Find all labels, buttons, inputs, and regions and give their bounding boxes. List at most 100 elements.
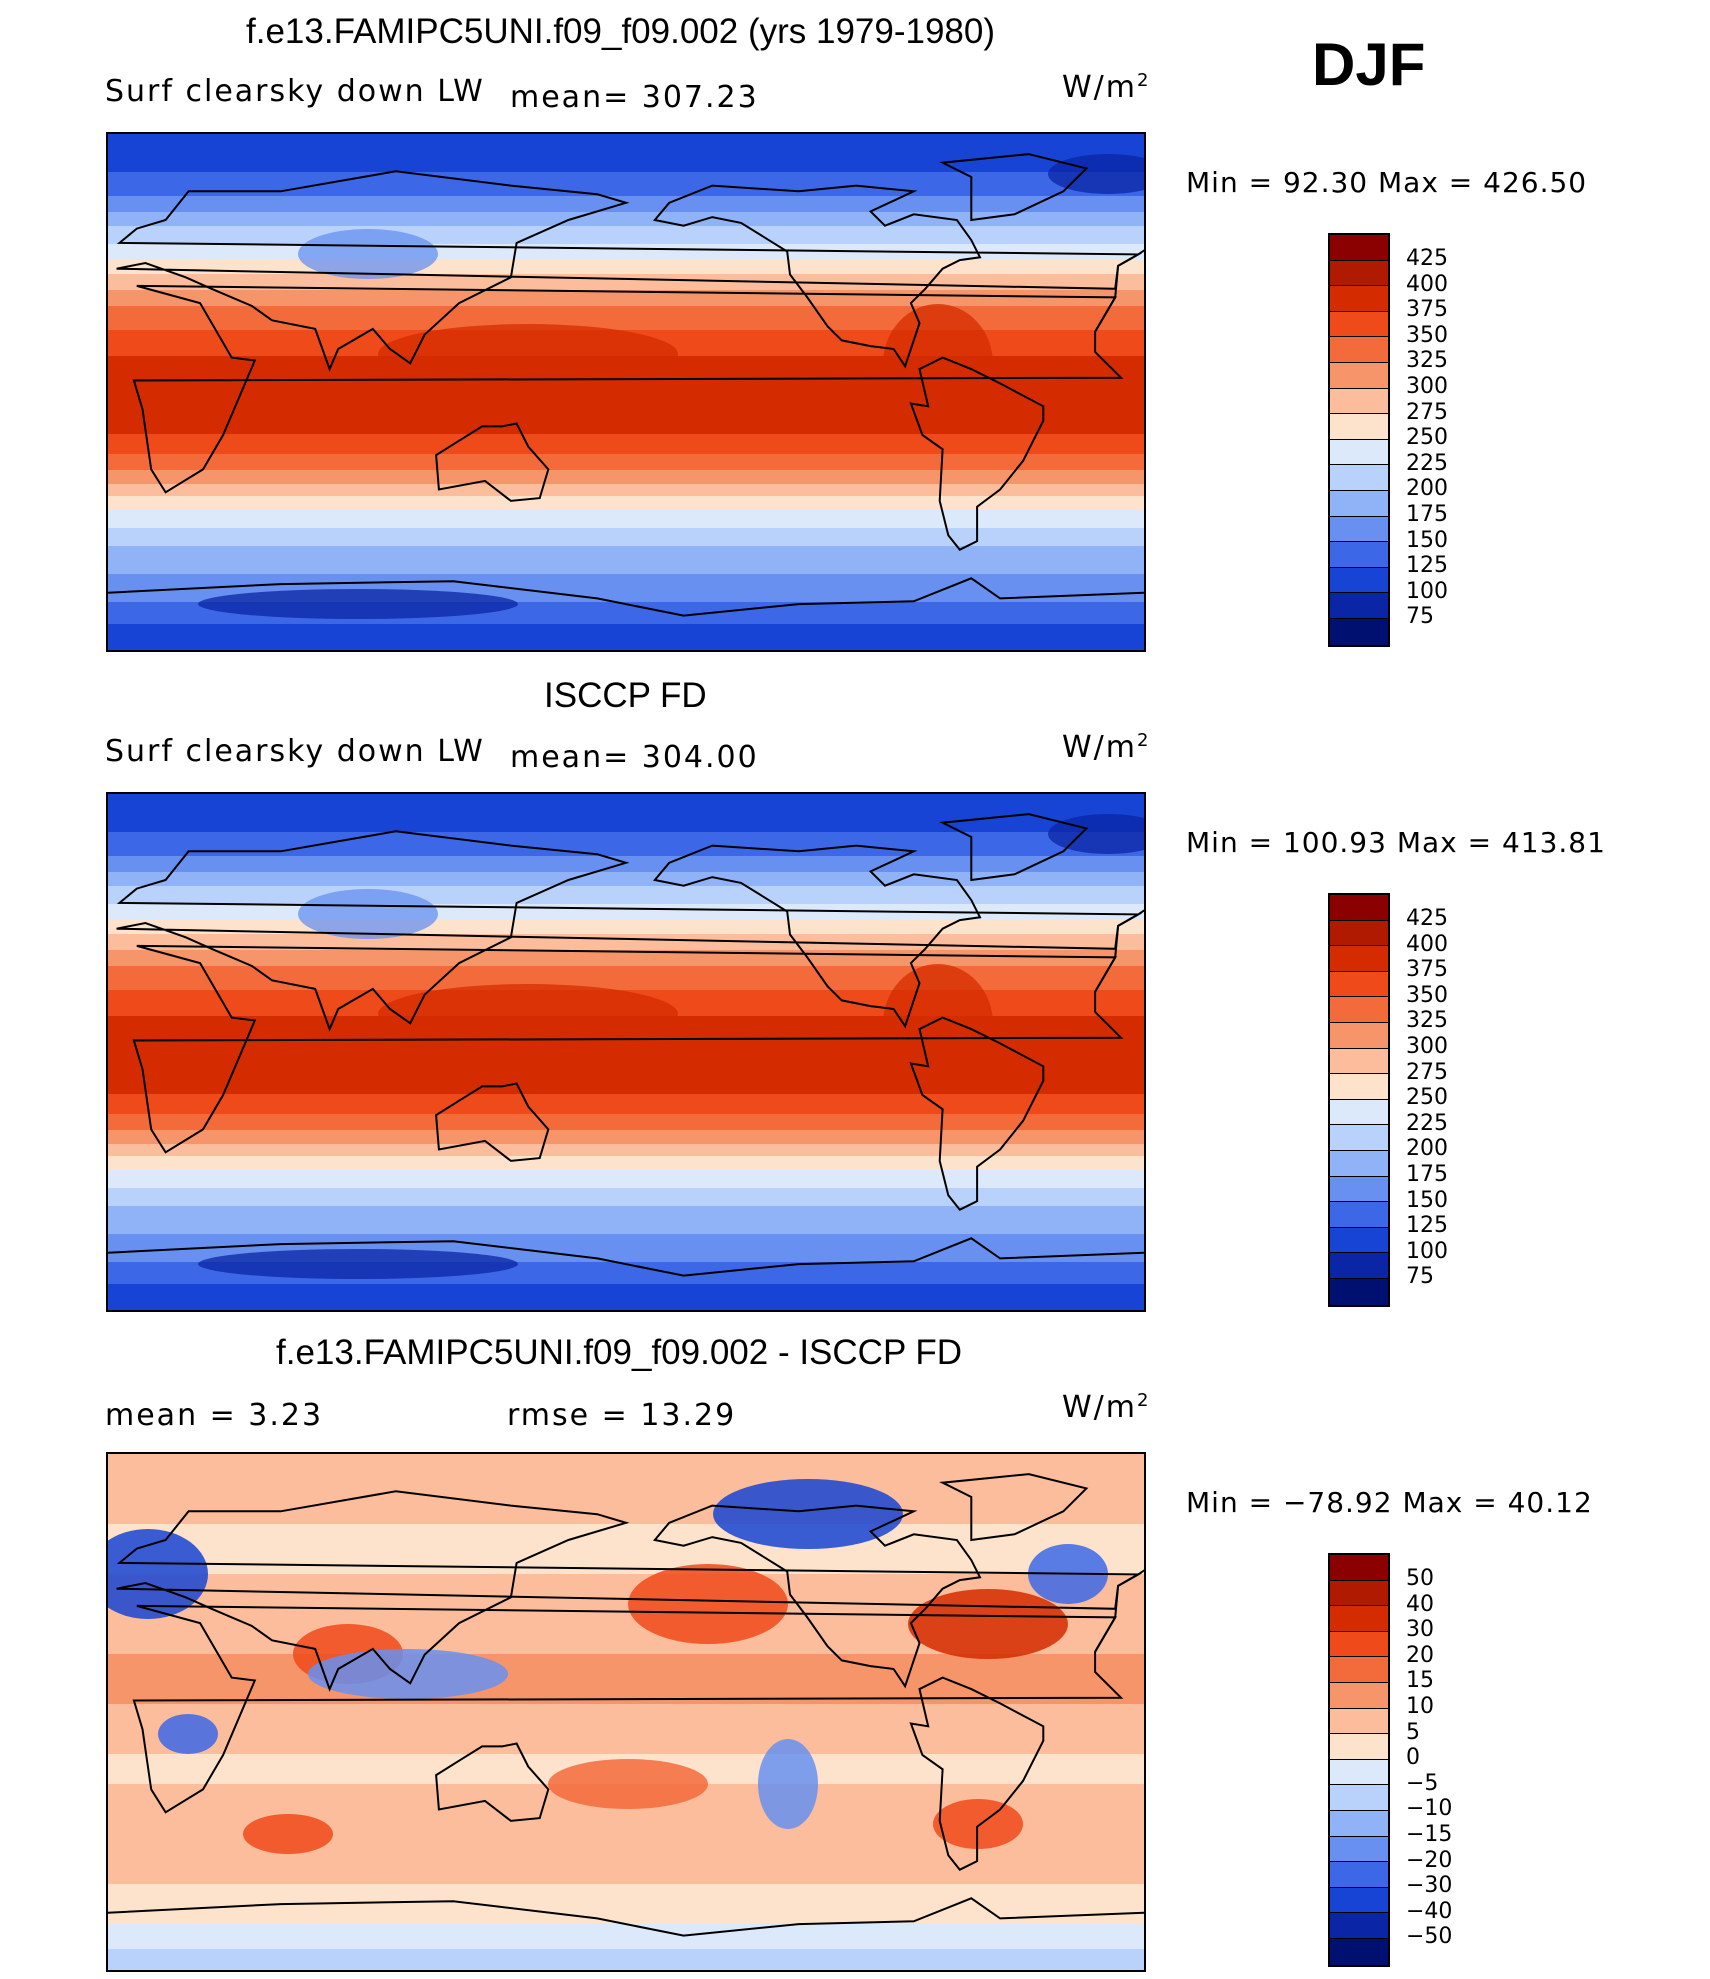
coastline — [909, 1676, 1045, 1871]
colorbar-tick-label: 30 — [1406, 1617, 1434, 1643]
colorbar-swatch — [1330, 311, 1388, 338]
colorbar-tick-label: 325 — [1406, 348, 1448, 374]
colorbar-tick-label: 10 — [1406, 1693, 1434, 1719]
panel-1-colorbar — [1328, 233, 1390, 647]
coastline — [1094, 909, 1144, 993]
colorbar-tick-label: 175 — [1406, 1161, 1448, 1187]
colorbar-tick-label: 375 — [1406, 297, 1448, 323]
panel-1-colorbar-labels: 425 400 375 350 325 300 275 250 225 200 175 150 125 1… — [1406, 246, 1448, 630]
panel-1-map — [106, 132, 1146, 652]
season-label: DJF — [1312, 31, 1426, 98]
colorbar-tick-label: 350 — [1406, 982, 1448, 1008]
colorbar-tick-label: 275 — [1406, 1059, 1448, 1085]
colorbar-swatch — [1330, 465, 1388, 491]
colorbar-tick-label: 100 — [1406, 578, 1448, 604]
colorbar-swatch — [1330, 1759, 1388, 1786]
colorbar-swatch — [1330, 516, 1388, 543]
contour-band — [108, 856, 1144, 873]
colorbar-tick-label: −20 — [1406, 1847, 1453, 1873]
panel-2-mean-label: mean= 304.00 — [510, 740, 759, 775]
panel-3-colorbar-labels: 50 40 30 20 15 10 5 0 −5 −10 −15 −20 −30 −40 −50 — [1406, 1566, 1452, 1950]
colorbar-tick-label: 125 — [1406, 1213, 1448, 1239]
contour-band — [108, 226, 1144, 245]
colorbar-swatch — [1330, 439, 1388, 466]
panel-3-rmse-label: rmse = 13.29 — [507, 1398, 737, 1433]
coastline — [132, 1604, 1124, 1814]
coastline — [116, 830, 1142, 1032]
contour-band — [108, 934, 1144, 951]
colorbar-tick-label: 40 — [1406, 1591, 1434, 1617]
panel-1-units: W/m2 — [1062, 70, 1151, 105]
contour-band — [108, 1454, 1144, 1525]
coastline — [132, 284, 1124, 494]
contour-band — [108, 1924, 1144, 1950]
coastline — [939, 1473, 1089, 1542]
colorbar-swatch — [1330, 567, 1388, 594]
field-region — [298, 889, 438, 939]
colorbar-swatch — [1330, 260, 1388, 287]
colorbar-tick-label: 5 — [1406, 1719, 1420, 1745]
colorbar-swatch — [1330, 1555, 1388, 1581]
colorbar-swatch — [1330, 1606, 1388, 1632]
colorbar-swatch — [1330, 593, 1388, 619]
colorbar-swatch — [1330, 542, 1388, 568]
contour-band — [108, 1144, 1144, 1157]
panel-2-map — [106, 792, 1146, 1312]
colorbar-swatch — [1330, 1099, 1388, 1126]
coastline — [652, 844, 982, 1029]
colorbar-tick-label: −30 — [1406, 1873, 1453, 1899]
colorbar-swatch — [1330, 235, 1388, 261]
panel-3-colorbar — [1328, 1553, 1390, 1967]
contour-band — [108, 1704, 1144, 1755]
colorbar-swatch — [1330, 1938, 1388, 1965]
colorbar-tick-label: 275 — [1406, 399, 1448, 425]
colorbar-swatch — [1330, 1176, 1388, 1203]
colorbar-tick-label: −5 — [1406, 1770, 1439, 1796]
colorbar-swatch — [1330, 895, 1388, 921]
colorbar-tick-label: 225 — [1406, 1110, 1448, 1136]
colorbar-swatch — [1330, 1810, 1388, 1837]
colorbar-tick-label: 100 — [1406, 1238, 1448, 1264]
contour-band — [108, 1094, 1144, 1115]
colorbar-tick-label: 50 — [1406, 1566, 1434, 1591]
contour-band — [108, 496, 1144, 511]
colorbar-swatch — [1330, 1631, 1388, 1658]
coastline — [909, 1016, 1045, 1211]
colorbar-tick-label: 425 — [1406, 906, 1448, 931]
contour-band — [108, 794, 1144, 833]
panel-3-map — [106, 1452, 1146, 1972]
panel-2-units: W/m2 — [1062, 730, 1151, 765]
colorbar-swatch — [1330, 362, 1388, 389]
anomaly-region — [758, 1739, 818, 1829]
contour-band — [108, 434, 1144, 455]
colorbar-swatch — [1330, 971, 1388, 998]
colorbar-tick-label: 0 — [1406, 1745, 1420, 1771]
panel-2-map-svg — [108, 794, 1144, 1310]
contour-band — [108, 172, 1144, 197]
contour-band — [108, 1130, 1144, 1145]
panel-1-map-svg — [108, 134, 1144, 650]
contour-band — [108, 306, 1144, 331]
colorbar-swatch — [1330, 388, 1388, 415]
contour-band — [108, 402, 1144, 435]
colorbar-swatch — [1330, 1278, 1388, 1305]
coastline — [108, 577, 1144, 617]
contour-band — [108, 274, 1144, 291]
anomaly-region — [308, 1649, 508, 1699]
colorbar-swatch — [1330, 1048, 1388, 1075]
contour-band — [108, 1206, 1144, 1235]
field-region — [198, 589, 518, 619]
panel-3-minmax: Min = −78.92 Max = 40.12 — [1186, 1486, 1593, 1519]
panel-2-colorbar — [1328, 893, 1390, 1307]
colorbar-tick-label: 350 — [1406, 322, 1448, 348]
panel-3-units: W/m2 — [1062, 1390, 1151, 1425]
colorbar-swatch — [1330, 1202, 1388, 1228]
field-region — [298, 229, 438, 279]
coastline — [939, 813, 1089, 882]
contour-band — [108, 196, 1144, 213]
colorbar-tick-label: 15 — [1406, 1668, 1434, 1694]
panel-1-mean-label: mean= 307.23 — [510, 80, 759, 115]
coastline — [116, 1490, 1142, 1692]
field-region — [883, 964, 993, 1084]
contour-band — [108, 1654, 1144, 1705]
